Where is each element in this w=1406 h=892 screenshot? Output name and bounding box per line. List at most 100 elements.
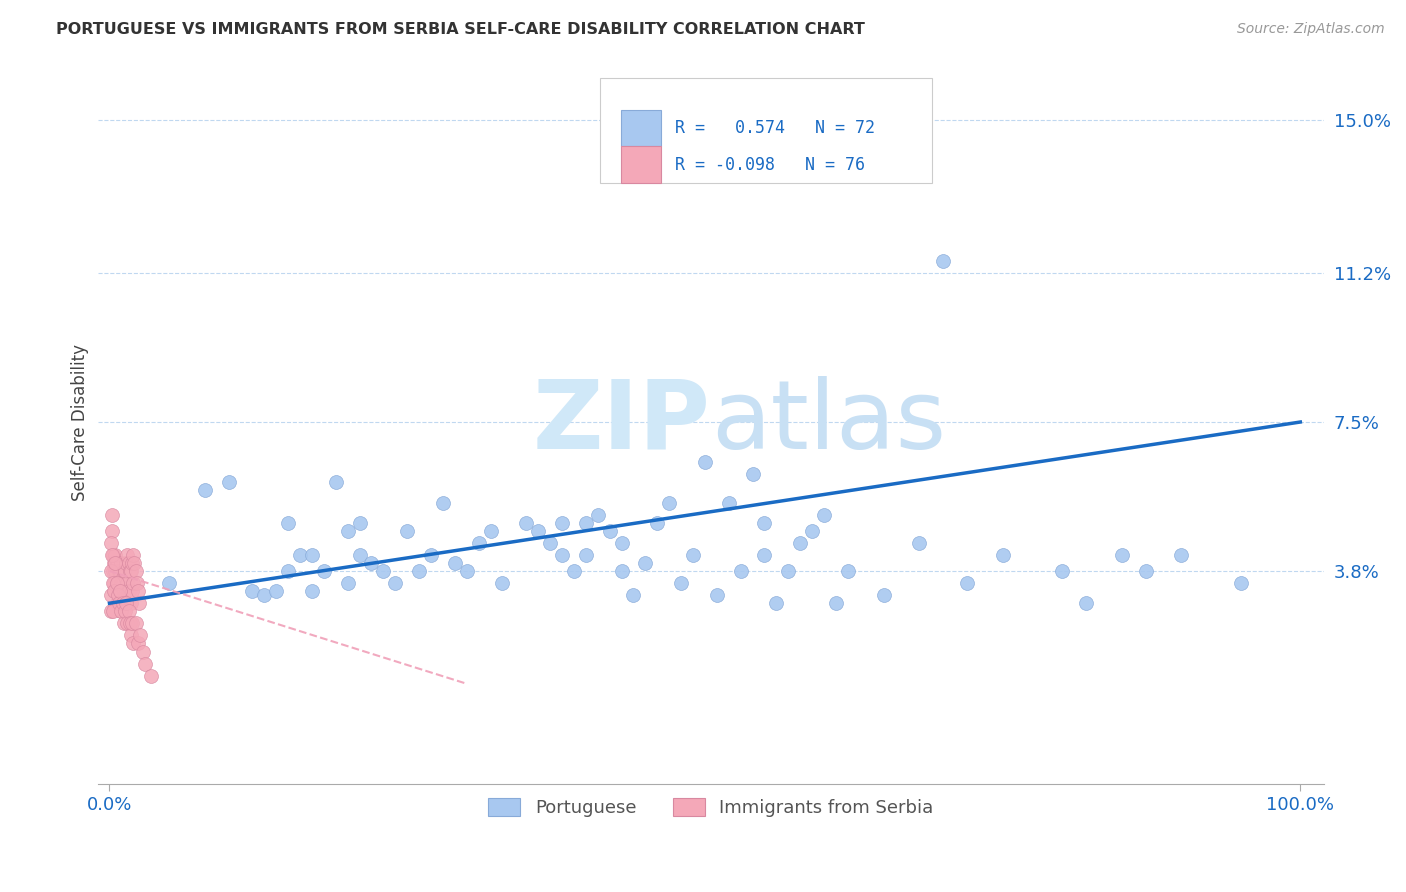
Point <box>349 548 371 562</box>
Point <box>125 564 148 578</box>
Point <box>117 604 139 618</box>
Point <box>682 548 704 562</box>
FancyBboxPatch shape <box>621 146 661 183</box>
Point <box>242 584 264 599</box>
Point <box>623 588 645 602</box>
Point <box>114 596 136 610</box>
Point <box>118 616 141 631</box>
Point <box>120 564 142 578</box>
Point <box>107 576 129 591</box>
Point <box>264 584 287 599</box>
Point <box>599 524 621 538</box>
Point <box>443 556 465 570</box>
Point <box>101 604 124 618</box>
Point <box>515 516 537 530</box>
Point <box>277 564 299 578</box>
Point <box>932 254 955 268</box>
Text: ZIP: ZIP <box>533 376 711 468</box>
Point <box>610 536 633 550</box>
Point <box>122 576 145 591</box>
Point <box>105 576 128 591</box>
Point <box>127 636 149 650</box>
Text: PORTUGUESE VS IMMIGRANTS FROM SERBIA SELF-CARE DISABILITY CORRELATION CHART: PORTUGUESE VS IMMIGRANTS FROM SERBIA SEL… <box>56 22 865 37</box>
Point <box>456 564 478 578</box>
Point <box>693 455 716 469</box>
Text: Source: ZipAtlas.com: Source: ZipAtlas.com <box>1237 22 1385 37</box>
Point <box>100 564 122 578</box>
Point <box>121 556 143 570</box>
Legend: Portuguese, Immigrants from Serbia: Portuguese, Immigrants from Serbia <box>479 789 943 826</box>
Point <box>538 536 561 550</box>
Point <box>114 564 136 578</box>
Point <box>1111 548 1133 562</box>
Point <box>634 556 657 570</box>
Point <box>956 576 979 591</box>
Point <box>117 548 139 562</box>
Point <box>111 596 134 610</box>
Point <box>432 495 454 509</box>
Point <box>1135 564 1157 578</box>
Point <box>100 588 122 602</box>
Point <box>527 524 550 538</box>
Point <box>253 588 276 602</box>
Point <box>125 616 148 631</box>
Point <box>157 576 180 591</box>
Point <box>115 556 138 570</box>
FancyBboxPatch shape <box>600 78 932 183</box>
Point <box>349 516 371 530</box>
Point <box>586 508 609 522</box>
Point <box>396 524 419 538</box>
Point <box>104 556 127 570</box>
Point <box>1229 576 1251 591</box>
Point <box>115 584 138 599</box>
Point <box>103 584 125 599</box>
Point <box>127 584 149 599</box>
Point <box>730 564 752 578</box>
Point <box>107 556 129 570</box>
Point <box>105 596 128 610</box>
Point <box>717 495 740 509</box>
Point <box>111 596 134 610</box>
Point <box>101 508 124 522</box>
Point <box>645 516 668 530</box>
Point <box>754 548 776 562</box>
Text: atlas: atlas <box>711 376 946 468</box>
Point <box>741 467 763 482</box>
Point <box>114 604 136 618</box>
Point <box>420 548 443 562</box>
Point <box>117 556 139 570</box>
Point <box>108 584 131 599</box>
Point <box>122 636 145 650</box>
Point <box>100 536 122 550</box>
Point <box>551 516 574 530</box>
Point <box>575 548 598 562</box>
Point <box>110 604 132 618</box>
Point <box>610 564 633 578</box>
Point <box>108 596 131 610</box>
Point <box>336 576 359 591</box>
Point <box>101 548 124 562</box>
Point <box>101 576 124 591</box>
Y-axis label: Self-Care Disability: Self-Care Disability <box>72 343 89 500</box>
Point <box>125 576 148 591</box>
Point <box>105 556 128 570</box>
Point <box>336 524 359 538</box>
Point <box>467 536 489 550</box>
Point <box>132 644 155 658</box>
Point <box>120 596 142 610</box>
Point <box>408 564 430 578</box>
Point <box>121 584 143 599</box>
Point <box>575 516 598 530</box>
Point <box>110 556 132 570</box>
Point <box>277 516 299 530</box>
Point <box>104 564 127 578</box>
Point <box>325 475 347 490</box>
Point <box>128 596 150 610</box>
Point <box>112 564 135 578</box>
Point <box>129 628 152 642</box>
Point <box>104 548 127 562</box>
Point <box>288 548 311 562</box>
Point <box>813 508 835 522</box>
Point <box>117 616 139 631</box>
Point <box>110 576 132 591</box>
